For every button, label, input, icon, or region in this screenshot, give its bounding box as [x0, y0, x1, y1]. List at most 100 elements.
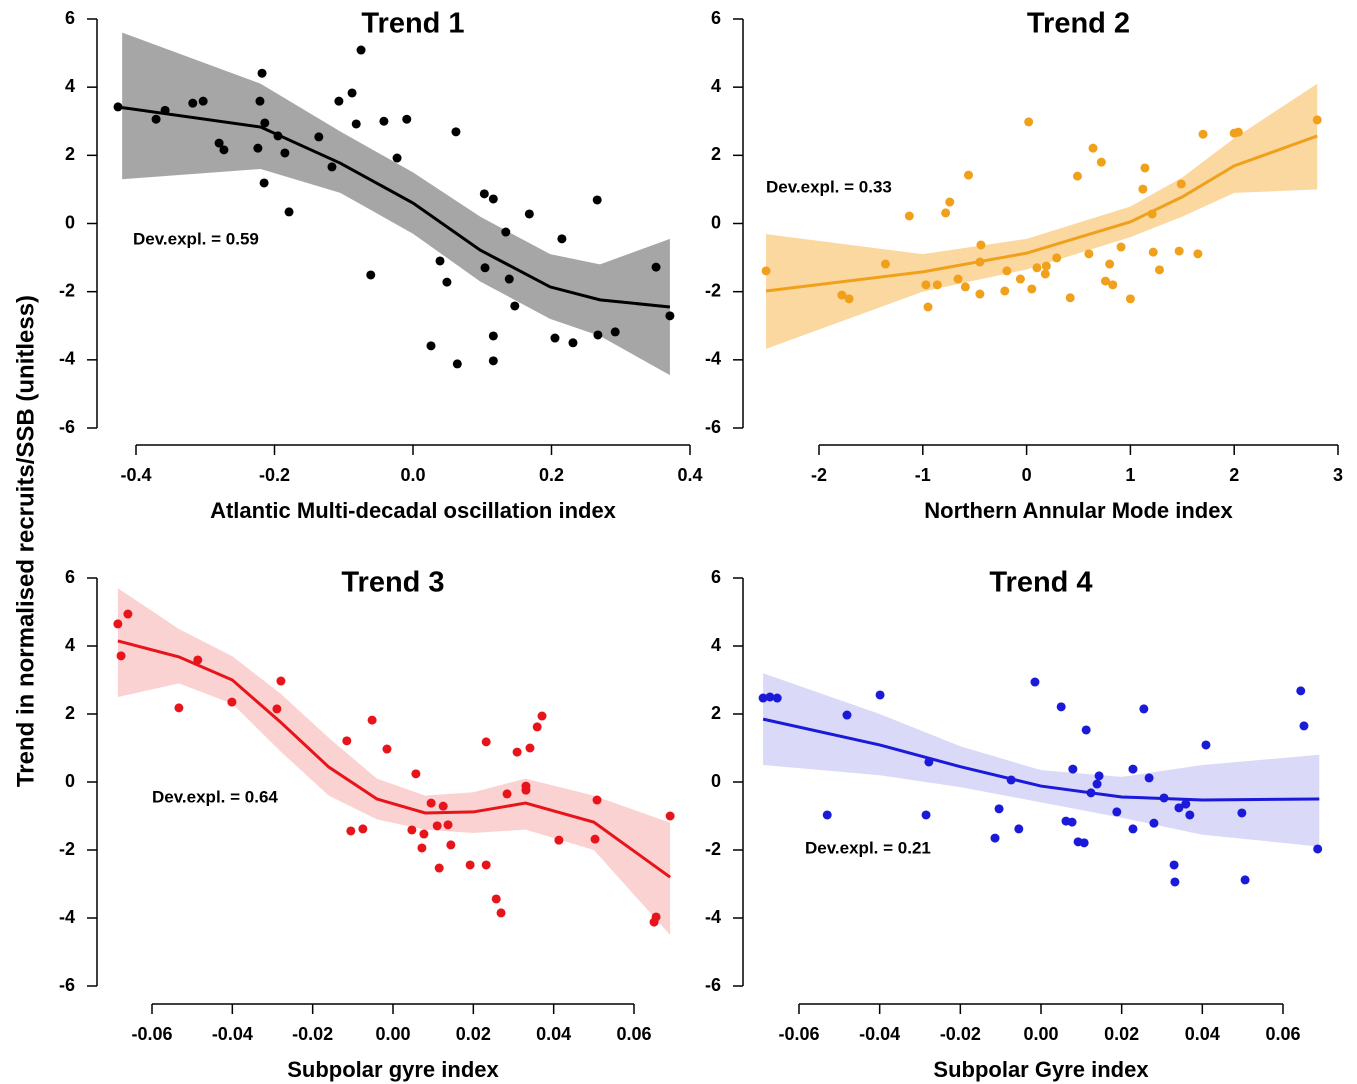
data-point: [1002, 266, 1012, 276]
annotation: Dev.expl. = 0.33: [766, 177, 892, 196]
panel-title: Trend 1: [361, 8, 464, 40]
x-axis-label: Atlantic Multi-decadal oscillation index: [210, 498, 617, 523]
data-point: [174, 703, 184, 713]
data-point: [501, 227, 511, 237]
y-tick-label: 2: [65, 703, 75, 723]
data-point: [590, 834, 600, 844]
data-point: [1181, 799, 1191, 809]
data-point: [1040, 269, 1050, 279]
data-point: [1081, 725, 1091, 735]
data-point: [438, 801, 448, 811]
data-point: [822, 810, 832, 820]
data-point: [123, 609, 133, 619]
data-point: [524, 209, 534, 219]
data-point: [479, 189, 489, 199]
y-tick-label: 6: [65, 567, 75, 587]
data-point: [1079, 838, 1089, 848]
data-point: [1128, 764, 1138, 774]
x-axis-label: Subpolar gyre index: [287, 1057, 499, 1082]
panel-title: Trend 2: [1027, 8, 1130, 40]
data-point: [327, 162, 337, 172]
x-tick-label: -0.4: [120, 465, 151, 485]
data-point: [880, 259, 890, 269]
data-point: [151, 114, 161, 124]
data-point: [407, 825, 417, 835]
data-point: [1100, 276, 1110, 286]
data-point: [1237, 808, 1247, 818]
data-point: [1125, 294, 1135, 304]
data-point: [358, 824, 368, 834]
data-point: [356, 45, 366, 55]
data-point: [1139, 704, 1149, 714]
data-point: [452, 359, 462, 369]
x-tick-label: 0: [1022, 465, 1032, 485]
data-point: [1312, 115, 1322, 125]
data-point: [451, 127, 461, 137]
data-point: [1067, 817, 1077, 827]
annotation: Dev.expl. = 0.21: [805, 838, 931, 857]
y-tick-label: 0: [65, 771, 75, 791]
data-point: [875, 690, 885, 700]
fit-line: [121, 106, 671, 309]
data-point: [651, 262, 661, 272]
data-point: [904, 211, 914, 221]
data-point: [990, 833, 1000, 843]
data-point: [214, 138, 224, 148]
x-tick-label: 0.0: [400, 465, 425, 485]
data-point: [1108, 280, 1118, 290]
data-point: [932, 280, 942, 290]
data-point: [1105, 259, 1115, 269]
data-point: [198, 96, 208, 106]
x-tick-label: 0.4: [677, 465, 702, 485]
data-point: [1299, 721, 1309, 731]
data-point: [379, 116, 389, 126]
data-point: [260, 118, 270, 128]
x-tick-label: 0.04: [1185, 1024, 1220, 1044]
x-tick-label: 2: [1229, 465, 1239, 485]
data-point: [1065, 293, 1075, 303]
data-point: [411, 769, 421, 779]
y-tick-label: 2: [65, 144, 75, 164]
data-point: [1000, 286, 1010, 296]
data-point: [921, 280, 931, 290]
data-point: [665, 311, 675, 321]
data-point: [227, 697, 237, 707]
data-point: [844, 294, 854, 304]
data-point: [366, 270, 376, 280]
data-point: [347, 88, 357, 98]
annotation: Dev.expl. = 0.59: [133, 229, 259, 248]
data-point: [488, 331, 498, 341]
x-tick-label: 1: [1125, 465, 1135, 485]
data-point: [465, 860, 475, 870]
x-tick-label: -0.04: [859, 1024, 900, 1044]
x-tick-label: 0.06: [616, 1024, 651, 1044]
data-point: [342, 736, 352, 746]
data-point: [610, 327, 620, 337]
y-tick-label: -4: [705, 349, 721, 369]
data-point: [1185, 810, 1195, 820]
data-point: [113, 619, 123, 629]
data-point: [963, 170, 973, 180]
data-point: [568, 338, 578, 348]
data-point: [1154, 265, 1164, 275]
data-point: [510, 301, 520, 311]
data-point: [426, 798, 436, 808]
data-point: [1149, 818, 1159, 828]
data-point: [1072, 171, 1082, 181]
data-point: [758, 693, 768, 703]
y-tick-label: -2: [59, 280, 75, 300]
data-point: [419, 829, 429, 839]
data-point: [504, 274, 514, 284]
data-point: [491, 894, 501, 904]
data-point: [994, 804, 1004, 814]
data-point: [480, 263, 490, 273]
data-point: [592, 195, 602, 205]
x-tick-label: -0.06: [131, 1024, 172, 1044]
y-axis-label: Trend in normalised recruits/SSB (unitle…: [12, 295, 39, 787]
data-point: [255, 96, 265, 106]
data-point: [765, 692, 775, 702]
data-point: [367, 715, 377, 725]
data-point: [1193, 249, 1203, 259]
x-tick-label: 0.00: [375, 1024, 410, 1044]
data-point: [502, 789, 512, 799]
